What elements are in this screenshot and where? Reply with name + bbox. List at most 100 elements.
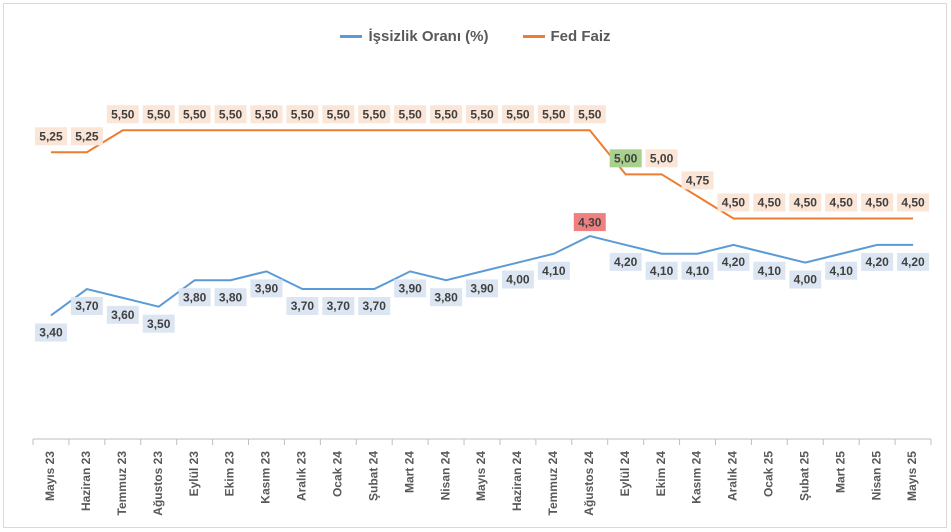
data-label-bg xyxy=(466,279,498,298)
legend-swatch-fed-rate xyxy=(522,35,545,38)
data-label-bg xyxy=(214,288,247,307)
data-label: 5,50 xyxy=(147,107,171,121)
data-label: 4,50 xyxy=(901,196,925,210)
data-label-bg xyxy=(70,297,103,316)
data-label: 3,70 xyxy=(291,299,315,313)
data-label-bg xyxy=(789,193,822,212)
legend: İşsizlik Oranı (%) Fed Faiz xyxy=(0,28,951,45)
data-label: 4,00 xyxy=(506,273,530,287)
data-label: 4,10 xyxy=(686,264,710,278)
data-label-bg xyxy=(789,270,822,289)
data-label-bg xyxy=(34,127,67,146)
data-label: 4,50 xyxy=(794,196,818,210)
data-label: 4,20 xyxy=(901,255,925,269)
data-label-bg xyxy=(825,193,858,212)
x-tick-label: Nisan 24 xyxy=(438,451,452,501)
legend-label-fed-rate: Fed Faiz xyxy=(550,28,611,45)
data-label: 4,20 xyxy=(722,255,746,269)
data-label-bg xyxy=(501,270,534,289)
data-label: 5,25 xyxy=(39,129,63,143)
data-label: 3,80 xyxy=(183,290,207,304)
data-label-bg xyxy=(861,193,894,212)
data-label-bg xyxy=(250,105,283,124)
data-label-bg xyxy=(70,127,103,146)
data-label-bg xyxy=(142,314,175,333)
data-label: 5,50 xyxy=(363,107,387,121)
x-tick-label: Ocak 25 xyxy=(762,451,776,497)
x-tick-label: Mart 25 xyxy=(833,451,847,493)
data-label: 3,60 xyxy=(111,308,135,322)
chart-frame xyxy=(3,3,947,528)
x-tick-label: Şubat 24 xyxy=(366,451,380,501)
data-label-bg xyxy=(178,288,211,307)
data-label-bg xyxy=(430,105,463,124)
data-label-bg xyxy=(106,305,139,324)
data-label: 5,50 xyxy=(542,107,566,121)
data-label-bg xyxy=(573,105,606,124)
data-label: 5,50 xyxy=(434,107,458,121)
data-label: 4,50 xyxy=(758,196,782,210)
data-label: 4,50 xyxy=(830,196,854,210)
data-label: 5,50 xyxy=(327,107,351,121)
data-label: 5,50 xyxy=(470,107,494,121)
x-tick-label: Mayıs 25 xyxy=(905,451,919,501)
data-label-bg xyxy=(322,105,355,124)
x-tick-label: Nisan 25 xyxy=(869,451,883,501)
data-label: 4,10 xyxy=(650,264,674,278)
data-label: 5,50 xyxy=(506,107,530,121)
data-label-bg xyxy=(609,149,642,168)
data-label-bg xyxy=(214,105,247,124)
x-tick-label: Haziran 24 xyxy=(510,451,524,511)
data-label: 3,40 xyxy=(39,326,63,340)
x-tick-label: Temmuz 23 xyxy=(115,451,129,516)
data-label: 5,50 xyxy=(255,107,279,121)
x-tick-label: Ocak 24 xyxy=(330,451,344,497)
data-label: 5,00 xyxy=(650,152,674,166)
data-label: 5,50 xyxy=(291,107,315,121)
data-label-bg xyxy=(394,279,427,298)
data-label: 4,30 xyxy=(578,215,602,229)
x-tick-label: Kasım 24 xyxy=(690,451,704,504)
data-label: 5,50 xyxy=(111,107,135,121)
data-label-bg xyxy=(142,105,175,124)
data-label-bg xyxy=(537,105,570,124)
data-label-bg xyxy=(250,279,283,298)
data-label: 4,75 xyxy=(686,174,710,188)
data-label-bg xyxy=(645,261,678,280)
data-label: 5,50 xyxy=(183,107,207,121)
legend-swatch-unemployment xyxy=(340,35,363,38)
data-label-bg xyxy=(286,297,319,316)
data-label: 5,50 xyxy=(219,107,243,121)
data-label: 3,80 xyxy=(219,290,243,304)
data-label-bg xyxy=(861,252,894,271)
data-label-bg xyxy=(537,261,570,280)
x-tick-label: Aralık 23 xyxy=(295,451,309,501)
data-label: 3,70 xyxy=(327,299,351,313)
data-label-bg xyxy=(609,252,642,271)
data-label-bg xyxy=(717,193,750,212)
data-label: 4,20 xyxy=(614,255,638,269)
data-label: 3,70 xyxy=(75,299,99,313)
x-tick-label: Kasım 23 xyxy=(259,451,273,504)
data-label-bg xyxy=(106,105,139,124)
legend-item-unemployment[interactable]: İşsizlik Oranı (%) xyxy=(340,28,489,45)
data-label-bg xyxy=(34,323,67,342)
data-label: 5,50 xyxy=(578,107,602,121)
x-tick-label: Ağustos 24 xyxy=(582,451,596,516)
data-label-bg xyxy=(897,252,930,271)
data-label: 3,90 xyxy=(398,282,422,296)
data-label-bg xyxy=(358,297,391,316)
data-label-bg xyxy=(717,252,750,271)
data-label-bg xyxy=(430,288,463,307)
data-label: 5,00 xyxy=(614,152,638,166)
data-label: 4,50 xyxy=(865,196,889,210)
legend-item-fed-rate[interactable]: Fed Faiz xyxy=(522,28,611,45)
series-line-unemployment xyxy=(50,235,914,317)
data-label-bg xyxy=(825,261,858,280)
data-label: 3,90 xyxy=(470,282,494,296)
series-line-fed-rate xyxy=(50,129,914,220)
data-label-bg xyxy=(286,105,319,124)
data-label-bg xyxy=(753,261,786,280)
